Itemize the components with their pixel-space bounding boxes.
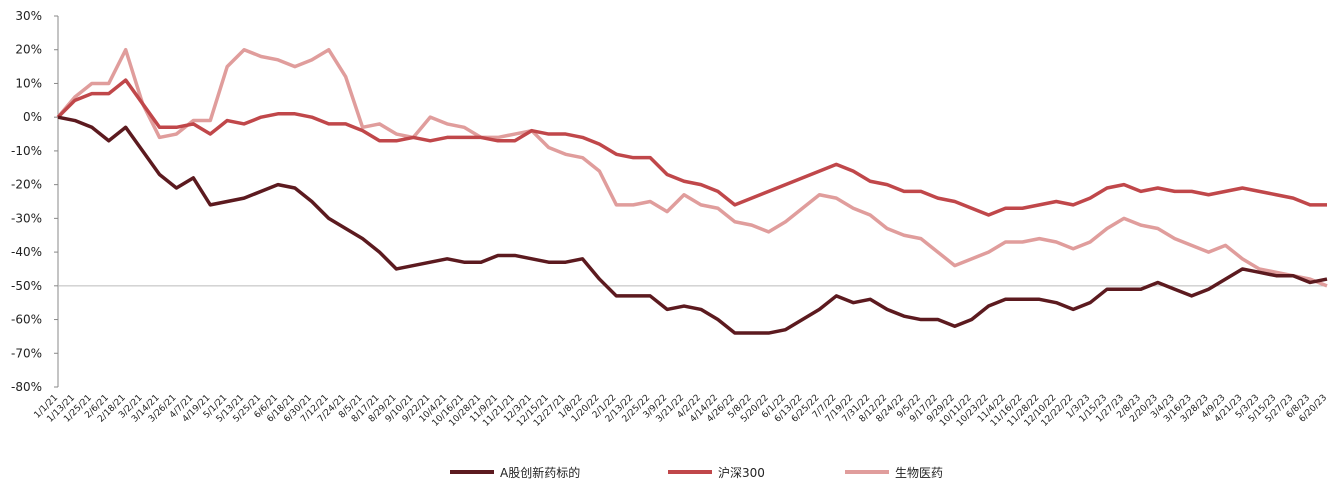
y-tick-label: -70% bbox=[11, 346, 42, 360]
y-tick-label: -20% bbox=[11, 178, 42, 192]
series-line bbox=[57, 115, 1328, 335]
series-line bbox=[56, 78, 1327, 217]
y-tick-label: -50% bbox=[11, 279, 42, 293]
legend-label: 沪深300 bbox=[718, 466, 765, 480]
y-tick-label: 20% bbox=[15, 43, 42, 57]
y-tick-label: 0% bbox=[23, 110, 42, 124]
legend-label: A股创新药标的 bbox=[500, 465, 580, 480]
y-tick-label: 30% bbox=[15, 9, 42, 23]
y-tick-label: -60% bbox=[11, 313, 42, 327]
y-tick-label: -30% bbox=[11, 211, 42, 225]
series-line bbox=[56, 47, 1328, 288]
y-tick-label: 10% bbox=[15, 76, 42, 90]
y-tick-label: -80% bbox=[11, 380, 42, 394]
y-tick-label: -10% bbox=[11, 144, 42, 158]
legend-label: 生物医药 bbox=[895, 466, 943, 480]
y-tick-label: -40% bbox=[11, 245, 42, 259]
